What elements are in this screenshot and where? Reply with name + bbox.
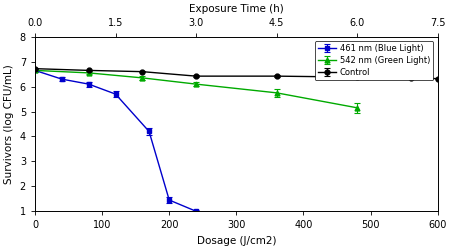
X-axis label: Dosage (J/cm2): Dosage (J/cm2) <box>197 236 276 246</box>
Legend: 461 nm (Blue Light), 542 nm (Green Light), Control: 461 nm (Blue Light), 542 nm (Green Light… <box>315 41 433 80</box>
Y-axis label: Survivors (log CFU/mL): Survivors (log CFU/mL) <box>4 64 14 184</box>
X-axis label: Exposure Time (h): Exposure Time (h) <box>189 4 284 14</box>
